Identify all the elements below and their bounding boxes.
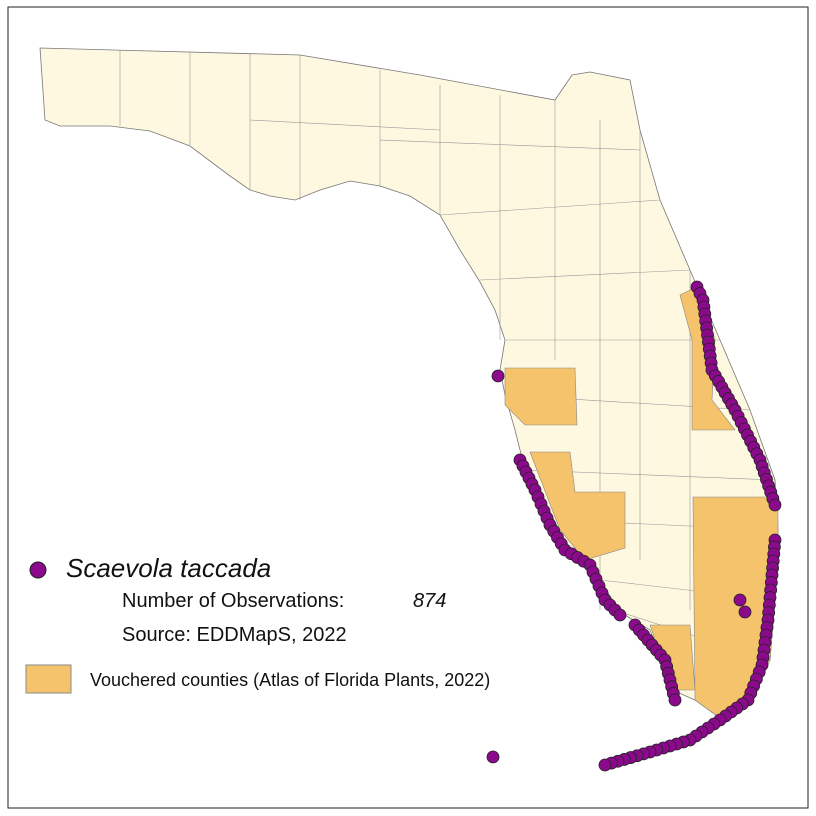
observation-point bbox=[491, 369, 505, 383]
observation-point bbox=[768, 498, 782, 512]
observation-point bbox=[613, 608, 627, 622]
observation-point bbox=[668, 693, 682, 707]
observation-point bbox=[733, 593, 747, 607]
observation-point bbox=[598, 758, 612, 772]
species-legend-marker bbox=[29, 561, 47, 579]
observation-point bbox=[486, 750, 500, 764]
source-text: Source: EDDMapS, 2022 bbox=[122, 624, 347, 646]
species-name: Scaevola taccada bbox=[66, 553, 271, 583]
observation-points bbox=[486, 280, 782, 772]
counties-legend-label: Vouchered counties (Atlas of Florida Pla… bbox=[90, 670, 490, 690]
observations-count: 874 bbox=[413, 590, 446, 612]
county-lines bbox=[119, 50, 776, 661]
observation-point bbox=[738, 605, 752, 619]
observations-label: Number of Observations: bbox=[122, 590, 344, 612]
counties-legend-swatch bbox=[25, 664, 72, 694]
